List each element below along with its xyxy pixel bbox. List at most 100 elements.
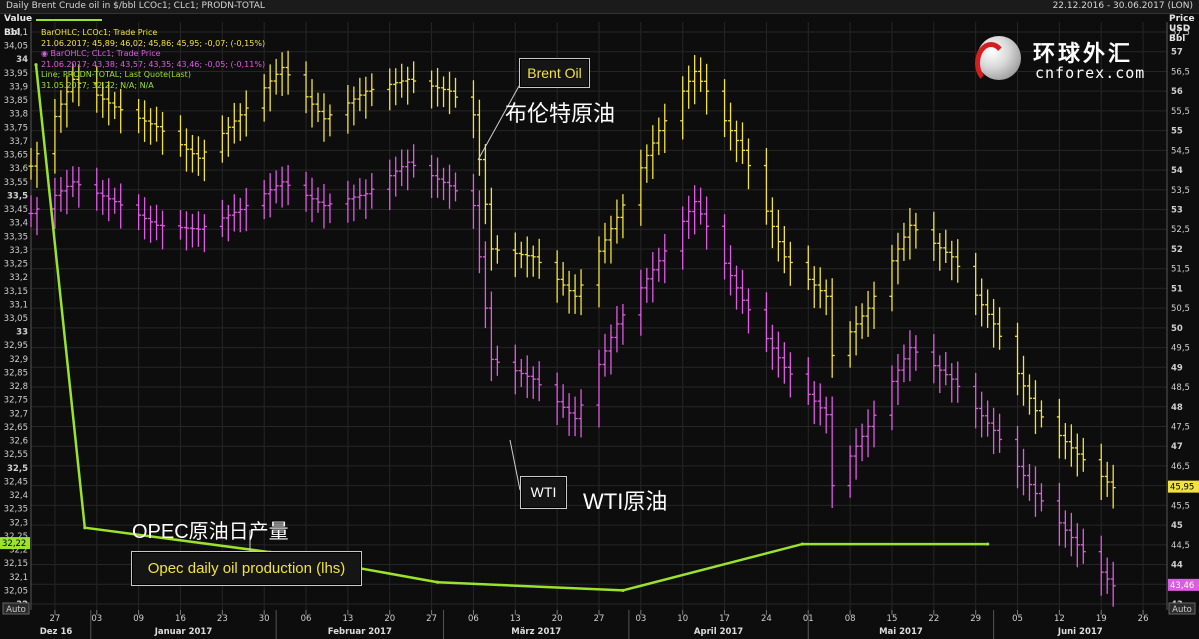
right-tick-label: 57 (1171, 48, 1183, 58)
legend-wti-values: 21.06.2017; 43,38; 43,57; 43,35; 43,46; … (41, 59, 266, 69)
month-label: April 2017 (694, 627, 743, 637)
left-tick-label: 32,5 (7, 464, 28, 474)
left-tick-label: 33,35 (4, 232, 28, 242)
left-tick-label: 32,6 (9, 437, 28, 447)
wti-callout-connector (509, 439, 521, 491)
left-tick-label: 32,45 (4, 477, 28, 487)
left-tick-label: 33,7 (9, 137, 28, 147)
x-tick-label: 22 (928, 614, 939, 624)
x-tick-label: 15 (887, 614, 898, 624)
x-tick-label: 17 (719, 614, 730, 624)
right-axis-unit: USD (1169, 24, 1191, 34)
logo-cn-text: 环球外汇 (1033, 42, 1134, 67)
legend-brent-values-text: 21.06.2017; 45,89; 46,02; 45,86; 45,95; … (41, 38, 266, 48)
right-tick-label: 45,5 (1171, 501, 1190, 511)
opec-point (621, 588, 625, 592)
opec-value-badge: 32,22 (2, 539, 26, 549)
right-axis: 57,5 57 56,5 56 55,5 55 54,5 54 53,5 53 52,5 52 51,5… (1171, 28, 1190, 610)
legend: BarOHLC; LCOc1; Trade Price 21.06.2017; … (41, 28, 301, 92)
left-tick-label: 33,95 (4, 69, 28, 79)
right-tick-label: 48,5 (1171, 383, 1190, 393)
right-tick-label: 57,5 (1171, 28, 1190, 38)
left-tick-label: 33,6 (9, 164, 28, 174)
x-tick-label: 27 (426, 614, 437, 624)
right-tick-label: 53 (1171, 206, 1183, 216)
right-tick-label: 54,5 (1171, 146, 1190, 156)
wti-series (28, 144, 1116, 607)
right-auto-label: Auto (1172, 605, 1192, 615)
x-tick-label: 03 (91, 614, 102, 624)
left-tick-label: 33,5 (7, 191, 28, 201)
x-tick-label: 16 (175, 614, 186, 624)
left-tick-label: 32,55 (4, 450, 28, 460)
right-tick-label: 50 (1171, 324, 1183, 334)
left-tick-label: 33,4 (9, 219, 28, 229)
left-tick-label: 32,1 (9, 573, 28, 583)
title-bar: Daily Brent Crude oil in $/bbl LCOc1; CL… (0, 0, 1199, 14)
x-tick-label: 26 (1138, 614, 1149, 624)
left-tick-label: 33,05 (4, 314, 28, 324)
opec-point (986, 542, 990, 546)
opec-point (83, 526, 87, 530)
right-tick-label: 50,5 (1171, 304, 1190, 314)
left-tick-label: 33,15 (4, 287, 28, 297)
x-tick-label: 29 (970, 614, 981, 624)
left-tick-label: 32,85 (4, 368, 28, 378)
opec-callout[interactable]: Opec daily oil production (lhs) (131, 551, 362, 586)
left-tick-label: 33,85 (4, 96, 28, 106)
legend-brent-title: BarOHLC; LCOc1; Trade Price (41, 28, 158, 37)
left-tick-label: 32,05 (4, 586, 28, 596)
brent-series (28, 50, 1116, 509)
left-tick-label: 32,15 (4, 559, 28, 569)
month-label: Februar 2017 (328, 627, 392, 637)
legend-opec-title: Line; PRODN-TOTAL; Last Quote(Last) (41, 70, 191, 80)
left-tick-label: 32,3 (9, 518, 28, 528)
wti-annotation: WTI原油 (583, 489, 668, 514)
right-tick-label: 49 (1171, 363, 1183, 373)
left-tick-label: 34,1 (9, 28, 28, 38)
x-tick-label: 06 (301, 614, 312, 624)
x-tick-label: 05 (1012, 614, 1023, 624)
right-tick-label: 47 (1171, 442, 1183, 452)
left-tick-label: 32,9 (9, 355, 28, 365)
x-tick-label: 24 (761, 614, 772, 624)
right-tick-label: 55 (1171, 127, 1183, 137)
x-tick-label: 12 (1054, 614, 1065, 624)
x-tick-label: 27 (594, 614, 605, 624)
x-tick-label: 03 (635, 614, 646, 624)
x-tick-label: 19 (1096, 614, 1107, 624)
right-tick-label: 52 (1171, 245, 1183, 255)
brent-callout[interactable]: Brent Oil (519, 58, 590, 88)
opec-point (435, 580, 440, 584)
right-tick-label: 45 (1171, 521, 1183, 531)
x-tick-label: 13 (342, 614, 353, 624)
left-tick-label: 33 (16, 328, 28, 338)
left-axis-label: Value (4, 14, 33, 24)
right-tick-label: 49,5 (1171, 344, 1190, 354)
logo-swoosh-icon (975, 42, 1007, 84)
month-label: März 2017 (511, 627, 561, 637)
left-tick-label: 32,7 (9, 409, 28, 419)
left-tick-label: 32,4 (9, 491, 28, 501)
right-tick-label: 56,5 (1171, 67, 1190, 77)
wti-callout[interactable]: WTI (520, 476, 567, 509)
left-tick-label: 33,55 (4, 178, 28, 188)
left-tick-label: 33,65 (4, 151, 28, 161)
right-tick-label: 48 (1171, 403, 1183, 413)
right-tick-label: 46,5 (1171, 462, 1190, 472)
right-tick-label: 44,5 (1171, 541, 1190, 551)
left-axis-unit: Bbl (4, 28, 21, 38)
right-axis-unit-2: Bbl (1169, 34, 1186, 44)
left-axis-header: Value Bbl (4, 14, 32, 38)
left-tick-label: 33,45 (4, 205, 28, 215)
left-tick-label: 32,35 (4, 505, 28, 515)
x-tick-label: 10 (677, 614, 688, 624)
left-tick-label: 33,75 (4, 123, 28, 133)
brent-price-badge: 45,95 (1170, 483, 1194, 493)
x-tick-label: 08 (845, 614, 856, 624)
right-auto-button[interactable] (1168, 602, 1196, 615)
left-auto-button[interactable] (2, 602, 30, 615)
left-tick-label: 34,05 (4, 42, 28, 52)
